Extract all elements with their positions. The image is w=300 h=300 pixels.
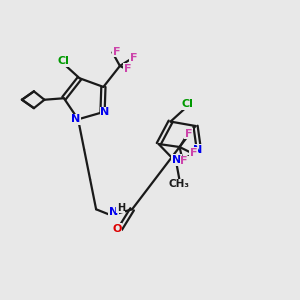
Text: F: F xyxy=(185,129,192,139)
Text: N: N xyxy=(193,145,202,154)
Text: N: N xyxy=(109,207,118,217)
Text: F: F xyxy=(180,156,188,167)
Text: N: N xyxy=(71,114,80,124)
Text: F: F xyxy=(113,46,121,56)
Text: F: F xyxy=(130,53,137,63)
Text: N: N xyxy=(172,155,181,165)
Text: CH₃: CH₃ xyxy=(169,179,190,189)
Text: N: N xyxy=(100,107,110,117)
Text: F: F xyxy=(124,64,131,74)
Text: H: H xyxy=(117,203,125,213)
Text: Cl: Cl xyxy=(181,99,193,109)
Text: Cl: Cl xyxy=(57,56,69,66)
Text: F: F xyxy=(190,148,197,158)
Text: O: O xyxy=(112,224,122,234)
